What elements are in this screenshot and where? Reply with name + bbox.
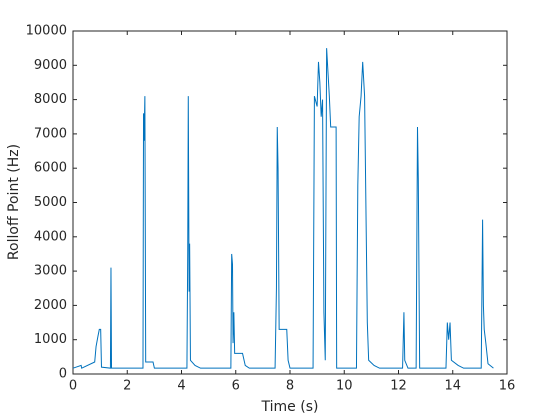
y-tick-label: 5000 [34,195,67,210]
y-axis-label: Rolloff Point (Hz) [6,144,22,260]
y-tick-label: 1000 [34,332,67,347]
x-tick-label: 0 [69,379,77,394]
y-tick-label: 10000 [26,24,67,39]
y-tick-label: 3000 [34,264,67,279]
x-tick-label: 2 [123,379,131,394]
x-tick-label: 12 [390,379,407,394]
y-tick-label: 4000 [34,229,67,244]
data-line [72,48,494,369]
x-axis-label: Time (s) [261,399,319,415]
x-tick-label: 14 [444,379,461,394]
y-tick-label: 9000 [34,58,67,73]
x-tick-label: 8 [286,379,294,394]
x-tick-label: 4 [177,379,185,394]
y-tick-label: 6000 [34,161,67,176]
plot-box [72,30,508,375]
y-tick-label: 7000 [34,126,67,141]
x-tick-label: 6 [232,379,240,394]
y-tick-label: 2000 [34,298,67,313]
y-tick-label: 0 [59,367,67,382]
y-tick-label: 8000 [34,92,67,107]
x-tick-label: 16 [499,379,516,394]
x-tick-label: 10 [336,379,353,394]
